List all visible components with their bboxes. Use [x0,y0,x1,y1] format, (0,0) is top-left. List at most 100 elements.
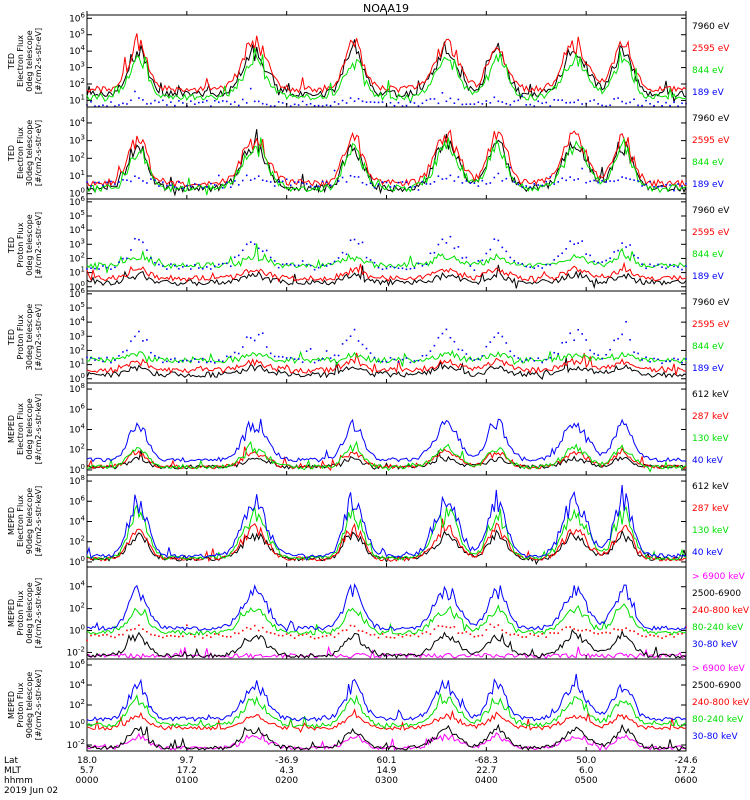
data-point [309,348,312,350]
y-axis-label-line: MEPED [7,415,16,443]
data-point [605,181,607,183]
series-line [86,485,687,561]
data-point [94,633,96,636]
data-point [265,249,268,252]
data-point [485,252,488,255]
data-point [293,264,296,267]
panel-6: 100 102 104 106 108 MEPED Electron Flux 90deg t… [7,474,729,568]
data-point [529,357,532,360]
data-point [273,105,276,107]
data-point [509,350,512,353]
data-point [629,244,631,246]
data-point [94,105,96,107]
data-point [493,96,496,99]
data-point [449,174,452,177]
data-point [453,102,456,105]
data-point [134,335,136,338]
y-tick-label: 104 [69,116,85,129]
data-point [645,635,647,638]
data-point [361,181,364,184]
legend-red: 240-800 keV [692,606,750,616]
data-point [469,265,472,267]
legend-blue: 189 eV [692,272,725,282]
data-point [138,177,140,179]
data-point [449,235,452,238]
x-tick-label: 6.0 [579,766,594,776]
y-tick-label: 102 [69,602,85,615]
data-point [170,634,172,637]
data-point [445,626,448,628]
data-point [241,179,244,182]
y-tick-label: 102 [69,151,85,164]
data-point [126,629,128,632]
data-point [281,634,284,637]
data-point [525,636,528,638]
y-axis-label-line: TED [7,237,16,254]
data-point [249,179,252,181]
data-point [665,183,667,186]
data-point [425,99,428,102]
data-point [333,169,336,172]
series-line [86,583,687,633]
data-point [493,238,496,240]
data-point [577,242,579,244]
data-point [365,256,368,259]
y-axis-label-line: Proton Flux [16,222,25,267]
data-point [313,105,316,107]
data-point [653,634,655,637]
data-point [337,257,340,259]
data-point [637,180,639,182]
data-point [673,636,675,638]
data-point [170,184,172,187]
series-green [86,603,687,636]
data-point [241,629,244,632]
data-point [525,359,528,361]
data-point [265,346,268,348]
data-point [90,357,92,359]
data-point [469,103,472,105]
data-point [445,242,448,244]
data-point [333,636,336,638]
y-axis-label-line: 0deg telescope [25,214,34,275]
legend-magenta: > 6900 keV [692,572,746,582]
data-point [194,358,196,360]
data-point [225,262,228,265]
data-point [581,103,583,105]
data-point [118,181,120,183]
data-point [357,340,360,342]
data-point [637,633,639,635]
data-point [477,358,480,361]
data-point [333,260,336,263]
data-point [573,339,575,342]
data-point [649,360,651,363]
data-point [365,347,368,350]
data-point [202,357,204,360]
data-point [245,174,248,177]
series-line [86,261,687,283]
data-point [385,360,388,363]
y-tick-label: 104 [69,44,85,57]
data-point [94,359,96,361]
data-point [209,268,212,270]
data-point [361,241,364,244]
series-line [86,446,687,472]
data-point [178,100,180,102]
data-point [489,102,492,104]
data-point [565,179,567,182]
data-point [106,105,108,107]
data-point [174,186,176,188]
data-point [361,630,364,632]
data-point [561,177,564,180]
series-line [86,450,687,470]
y-tick-label: 103 [69,237,85,250]
data-point [253,624,256,627]
data-point [553,259,556,261]
data-point [433,98,436,100]
data-point [573,179,575,181]
data-point [198,267,200,269]
data-point [130,249,132,251]
data-point [537,265,540,267]
data-point [409,634,412,637]
data-point [122,257,124,260]
data-point [537,635,540,638]
